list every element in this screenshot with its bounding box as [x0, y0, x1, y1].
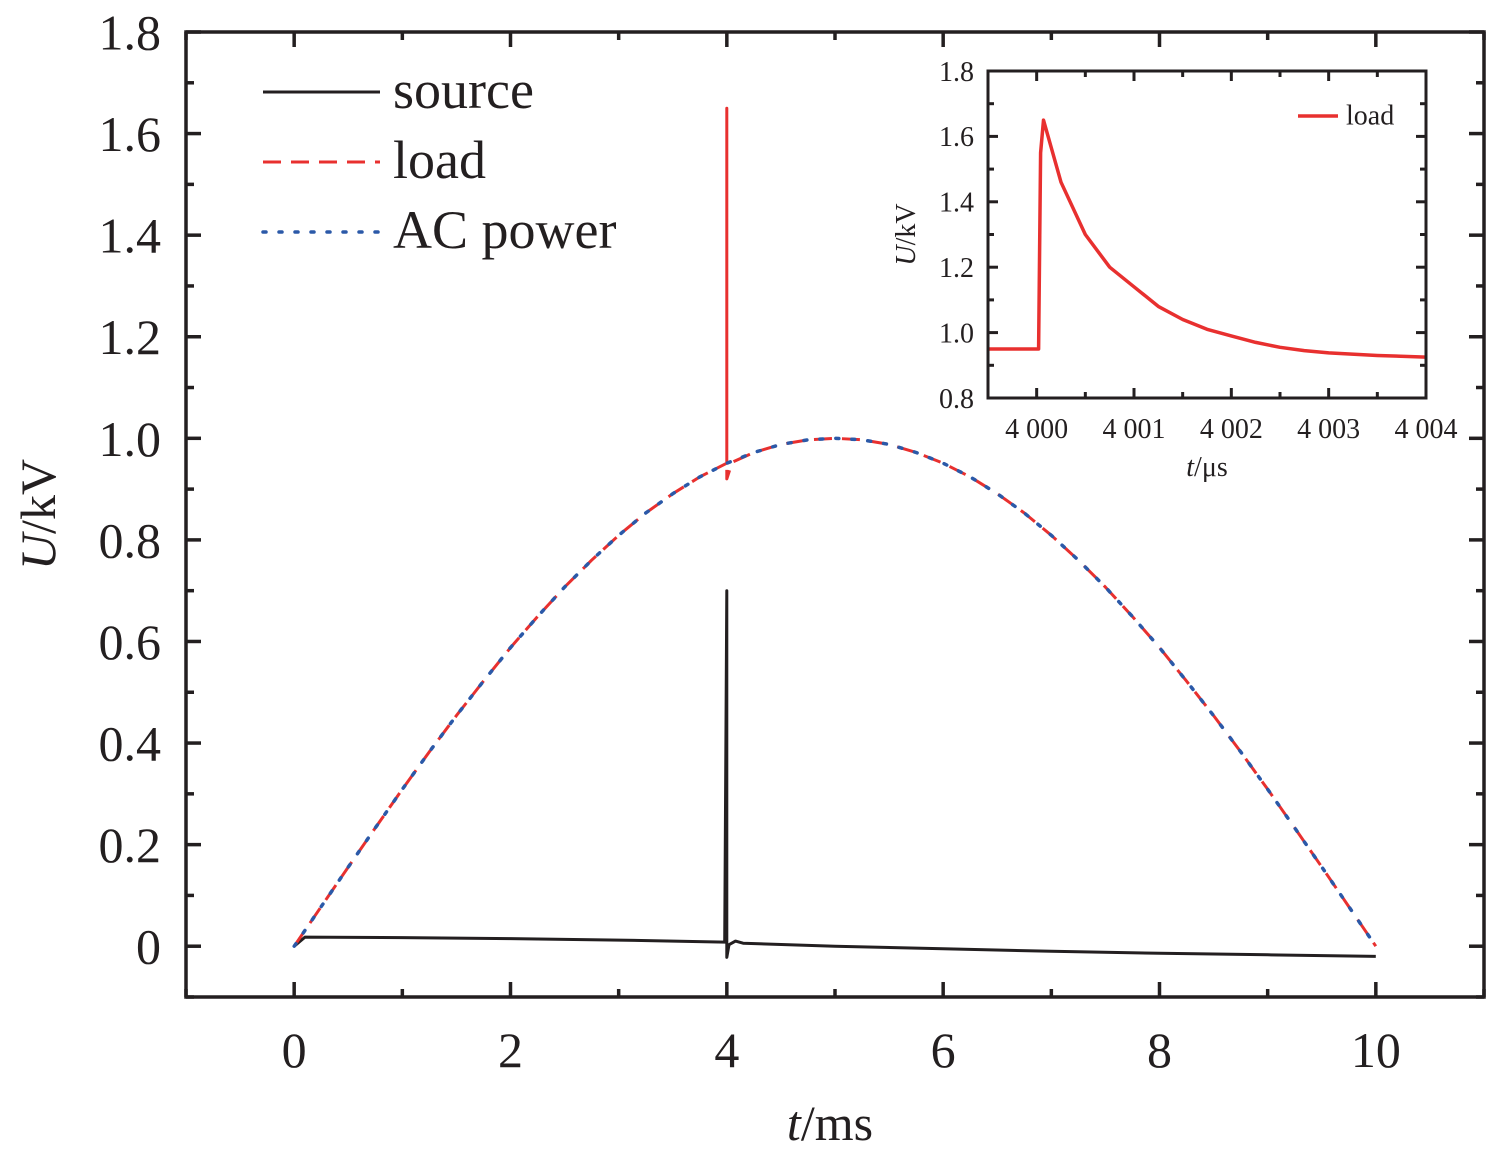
inset-x-axis-variable: t: [1186, 452, 1195, 483]
main-y-tick-label: 1.0: [99, 411, 162, 467]
main-y-tick-label: 1.6: [99, 106, 162, 162]
inset-y-axis-unit: /kV: [891, 203, 922, 245]
inset-plot: 4 000 4 001 4 002 4 003 4 004 0.8 1.0 1.2 1.4 1.6…: [891, 57, 1458, 483]
main-series-ac-power: [292, 436, 1378, 948]
main-legend-label: source: [393, 60, 534, 120]
inset-x-axis-unit: /μs: [1194, 452, 1228, 483]
inset-x-axis-label: t/μs: [1186, 452, 1227, 483]
inset-x-tick-label: 4 004: [1395, 414, 1458, 445]
main-plot: 0 2 4 6 8 10 0 0.2 0.4 0.6 0.8 1.0 1.2 1.4 1.6 1.8 t/ms U…: [10, 5, 1486, 1151]
main-y-axis-unit: /kV: [10, 459, 66, 534]
inset-background: [988, 71, 1426, 398]
main-x-tick-label: 0: [282, 1022, 307, 1078]
inset-legend: load: [1298, 100, 1394, 131]
main-y-axis-label: U/kV: [10, 459, 66, 570]
main-y-tick-label: 0.2: [99, 817, 162, 873]
main-x-tick-label: 10: [1351, 1022, 1401, 1078]
inset-x-tick-label: 4 003: [1297, 414, 1360, 445]
main-x-tick-label: 6: [931, 1022, 956, 1078]
main-x-tick-label: 4: [714, 1022, 739, 1078]
main-y-tick-label: 1.4: [99, 208, 162, 264]
inset-y-tick-label: 1.2: [939, 253, 974, 284]
main-y-tick-label: 0.4: [99, 716, 162, 772]
main-legend: source load AC power: [261, 60, 616, 260]
inset-y-tick-label: 0.8: [939, 384, 974, 415]
main-x-axis-variable: t: [787, 1095, 802, 1151]
inset-x-tick-label: 4 001: [1103, 414, 1166, 445]
main-y-tick-label: 0.6: [99, 614, 162, 670]
inset-y-axis-label: U/kV: [891, 203, 922, 265]
main-y-tick-label: 0.8: [99, 512, 162, 568]
main-y-tick-label: 1.8: [99, 5, 162, 61]
main-legend-label: load: [393, 130, 486, 190]
main-x-tick-label: 2: [498, 1022, 523, 1078]
main-y-tick-label: 0: [136, 919, 161, 975]
inset-y-axis-variable: U: [891, 244, 922, 266]
main-x-axis-unit: /ms: [801, 1095, 873, 1151]
main-x-axis-label: t/ms: [787, 1095, 873, 1151]
inset-legend-label: load: [1346, 100, 1394, 131]
inset-series-load: [988, 118, 1427, 359]
main-y-axis-variable: U: [10, 531, 66, 570]
inset-x-tick-label: 4 000: [1005, 414, 1068, 445]
main-legend-label: AC power: [393, 200, 616, 260]
inset-y-tick-label: 1.4: [939, 188, 974, 219]
inset-x-tick-label: 4 002: [1200, 414, 1263, 445]
main-series-source: [293, 589, 1376, 959]
main-x-tick-label: 8: [1147, 1022, 1172, 1078]
inset-y-tick-label: 1.6: [939, 122, 974, 153]
main-y-tick-label: 1.2: [99, 309, 162, 365]
inset-y-tick-label: 1.8: [939, 57, 974, 88]
inset-y-tick-label: 1.0: [939, 318, 974, 349]
